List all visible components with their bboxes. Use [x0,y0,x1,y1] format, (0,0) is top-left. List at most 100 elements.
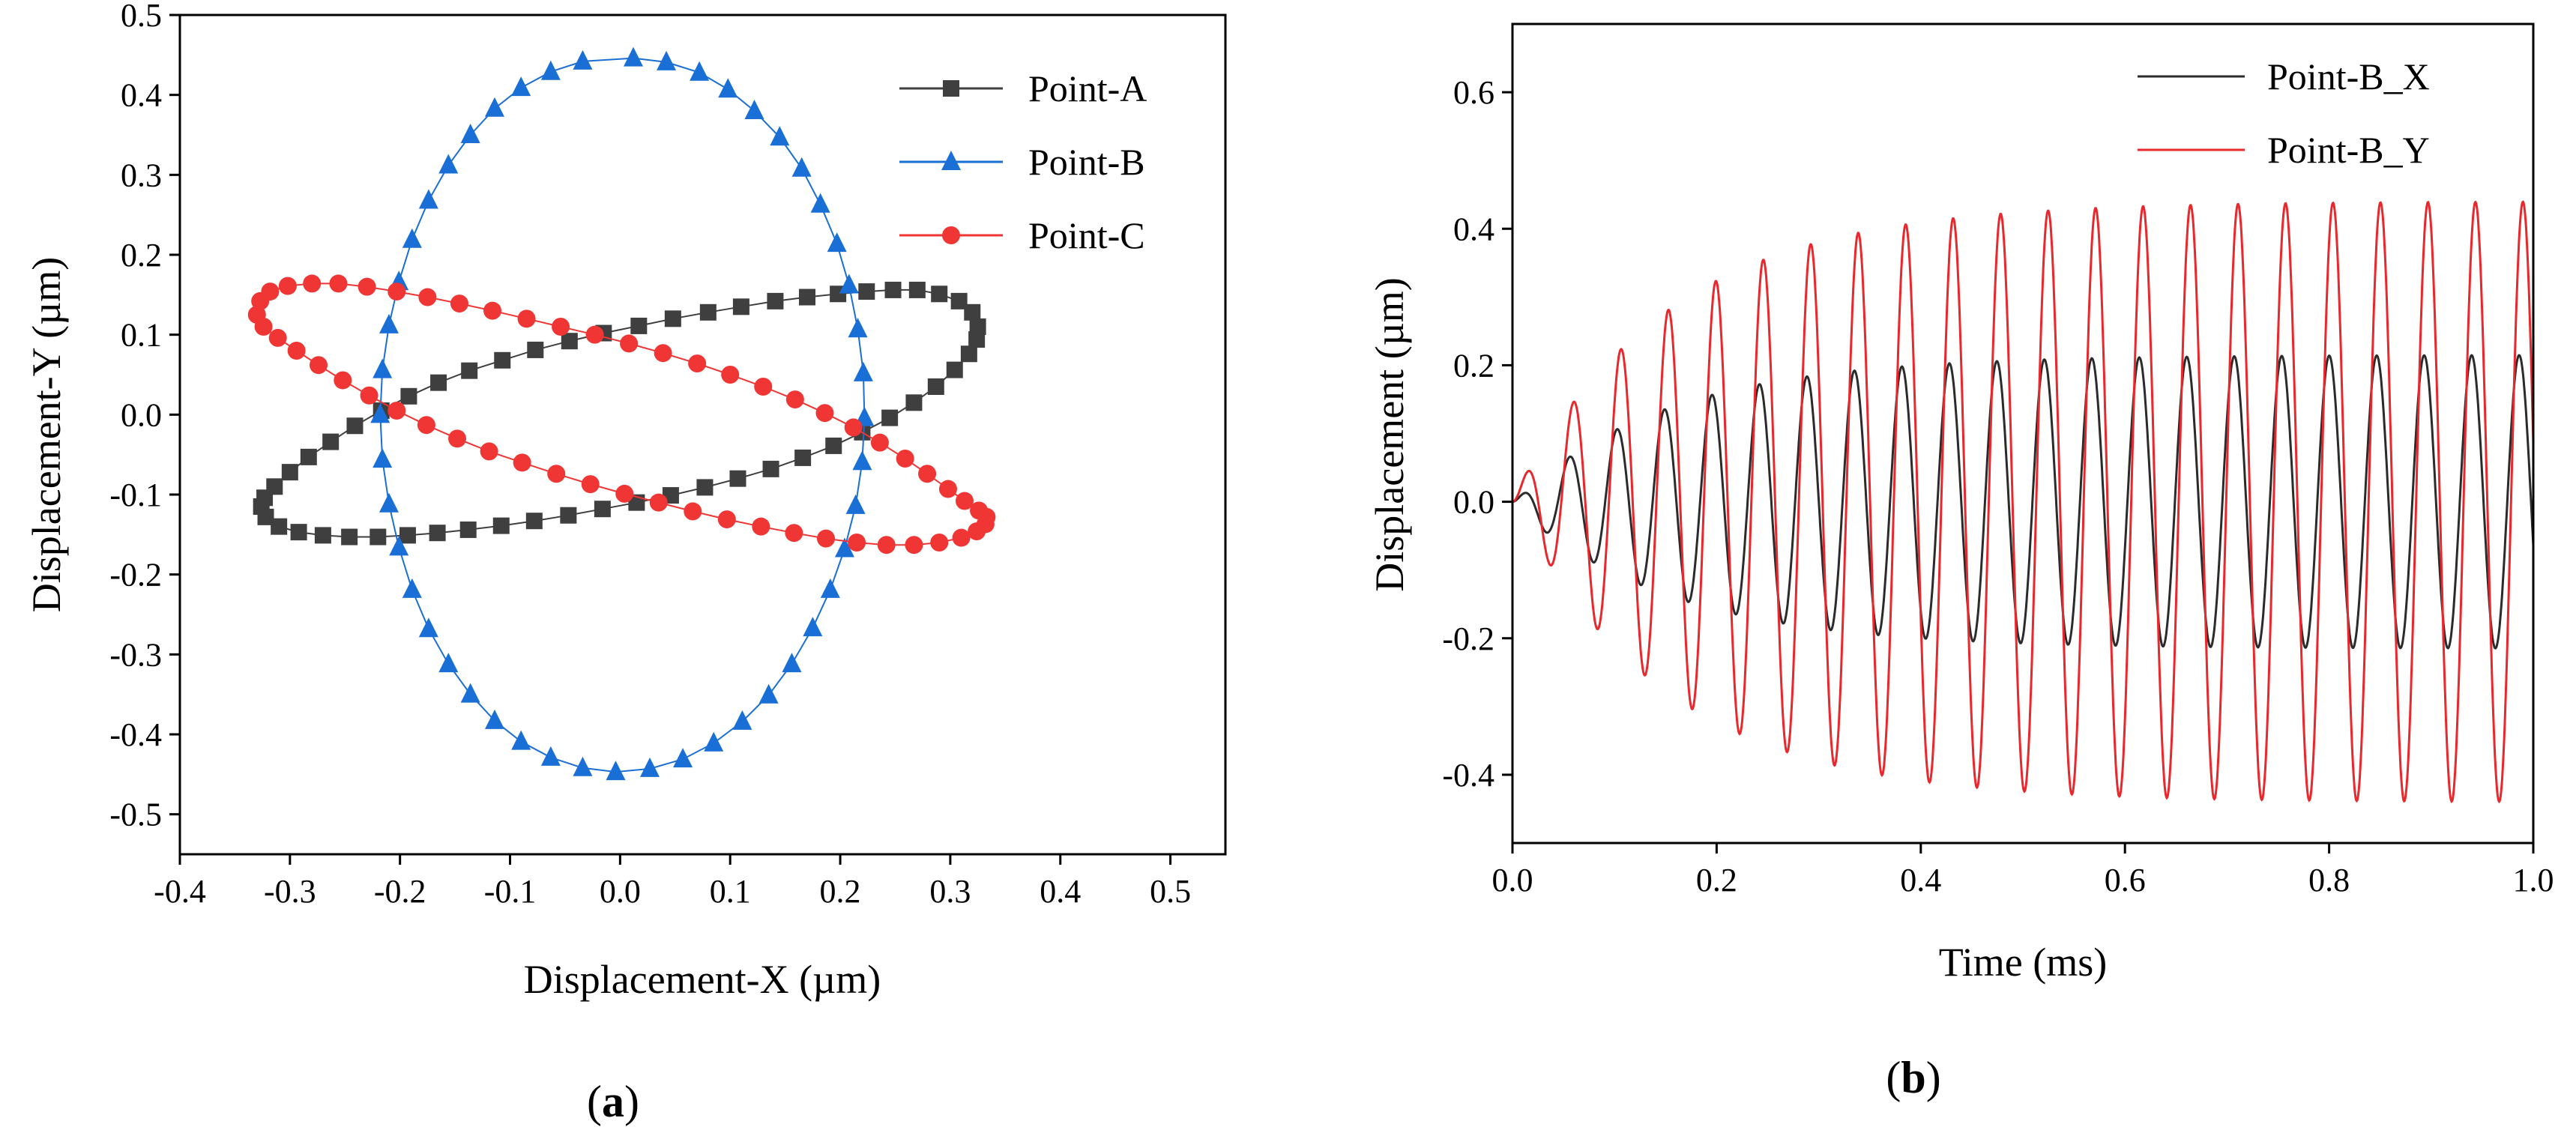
panel-b-legend: Point-B_X Point-B_Y [2138,55,2430,171]
data-point-point-a [560,507,577,524]
data-point-point-b [511,730,531,750]
data-point-point-a [799,288,815,306]
legend-label: Point-C [1028,214,1145,256]
data-point-point-b [438,653,459,673]
panel-a-series [247,46,996,781]
data-point-point-b [484,97,504,117]
data-point-point-c [517,309,536,328]
data-point-point-a [794,449,812,466]
data-point-point-b [402,578,422,598]
panel-a-y-tick-label: 0.4 [121,77,162,114]
legend-item-point-c: Point-C [899,214,1145,256]
panel-a-x-tick-label: -0.3 [264,873,316,910]
data-point-point-c [785,524,803,543]
panel-a-x-tick-label: -0.4 [154,873,206,910]
data-point-point-a [931,286,948,303]
panel-a-x-axis: -0.4 -0.3 -0.2 -0.1 0.0 0.1 0.2 0.3 0.4 0.5 [154,854,1191,910]
data-point-point-c [334,371,352,390]
legend-label: Point-A [1028,67,1147,109]
data-point-point-c [938,480,957,498]
data-point-point-a [964,303,981,321]
data-point-point-c [480,442,498,461]
data-point-point-a [314,527,331,544]
panel-a-x-tick-label: 0.3 [929,873,971,910]
data-point-point-b [852,450,872,471]
data-point-point-b [657,50,677,70]
data-point-point-b [511,76,531,97]
panel-a-legend: Point-A Point-B Point-C [899,67,1147,256]
data-point-point-c [785,390,804,409]
data-point-point-b [690,61,710,81]
data-point-point-c [547,465,566,483]
data-point-point-a [429,525,446,542]
data-point-point-a [492,517,510,534]
data-point-point-c [684,502,702,521]
data-point-point-c [930,534,949,552]
data-point-point-a [322,433,340,450]
data-point-point-b [389,536,409,556]
panel-b-x-tick-label: 0.6 [2105,862,2146,898]
data-point-point-a [825,437,842,454]
data-point-point-a [369,528,387,546]
panel-b-y-tick-label: -0.4 [1442,757,1494,794]
data-point-point-c [418,288,437,306]
data-point-point-c [968,522,986,541]
data-point-point-a [927,378,944,395]
data-point-point-b [372,358,393,378]
data-point-point-b [484,709,504,729]
data-point-point-c [721,366,740,384]
data-point-point-c [877,536,896,555]
data-point-point-b [718,78,738,98]
panel-a-y-tick-label: 0.5 [121,0,162,34]
panel-a-y-axis: -0.5 -0.4 -0.3 -0.2 -0.1 0.0 0.1 0.2 0.3 0.4 0.5 [109,0,180,833]
series-point-a [253,281,986,546]
panel-a-x-axis-title: Displacement-X (µm) [524,957,881,1002]
legend-label: Point-B_Y [2267,129,2430,171]
panel-b-y-tick-label: 0.2 [1453,347,1494,384]
panel-b-x-tick-label: 1.0 [2513,862,2554,898]
data-point-point-b [704,731,724,752]
panel-a-y-tick-label: 0.0 [121,396,162,433]
data-point-point-a [290,524,307,541]
data-point-point-b [540,746,561,766]
data-point-point-c [450,294,468,313]
panel-b-x-tick-label: 0.8 [2308,862,2350,898]
panel-a-y-tick-label: 0.3 [121,157,162,193]
data-point-point-c [752,517,770,536]
panel-a-label: (a) [587,1077,639,1126]
data-point-point-c [585,325,604,344]
legend-item-point-b: Point-B [899,141,1145,183]
data-point-point-c [654,344,672,363]
data-point-point-c [310,356,328,375]
data-point-point-a [300,448,317,465]
data-point-point-c [870,433,889,452]
data-point-point-c [448,429,467,448]
data-point-point-c [268,328,287,347]
data-point-point-b [438,154,459,174]
data-point-point-a [459,521,477,538]
data-point-point-a [346,417,364,435]
series-point-c [247,274,996,555]
panel-a-chart: -0.5 -0.4 -0.3 -0.2 -0.1 0.0 0.1 0.2 0.3 0.4 0.5 -… [24,0,1227,1126]
panel-b-plot-frame [1511,22,2535,845]
data-point-point-c [918,465,937,483]
data-point-point-c [649,493,668,512]
data-point-point-c [552,318,570,336]
data-point-point-c [387,283,406,301]
data-point-point-b [853,361,873,381]
data-point-point-a [430,374,447,391]
data-point-point-c [278,277,297,295]
legend-label: Point-B_X [2267,55,2430,97]
data-point-point-a [969,318,986,335]
data-point-point-c [688,354,707,373]
data-point-point-c [387,402,406,420]
legend-marker [943,80,959,97]
data-point-point-b [827,232,847,253]
legend-item-point-b-y: Point-B_Y [2138,129,2430,171]
data-point-point-a [905,394,923,411]
panel-b-y-axis-title: Displacement (µm) [1367,277,1412,591]
data-point-point-b [623,46,643,67]
data-point-point-a [767,292,784,309]
data-point-point-a [946,361,963,378]
data-point-point-a [960,345,977,363]
